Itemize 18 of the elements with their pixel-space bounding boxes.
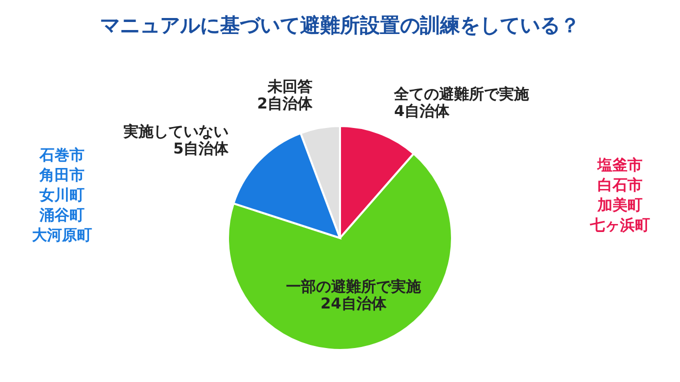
- text: 涌谷町: [38, 206, 84, 224]
- chart-title: マニュアルに基づいて避難所設置の訓練をしている？: [100, 13, 580, 37]
- text: 大河原町: [32, 226, 92, 244]
- text: 角田市: [38, 166, 84, 184]
- data-label: 2自治体: [257, 94, 314, 112]
- slice-label: 一部の避難所で実施: [286, 278, 422, 296]
- text: 塩釜市: [596, 156, 642, 174]
- slice-label: 実施していない: [122, 122, 229, 141]
- slice-label: 未回答: [266, 77, 312, 96]
- text: 石巻市: [38, 146, 84, 164]
- slice-label: 全ての避難所で実施: [393, 84, 530, 103]
- text: 白石市: [598, 176, 642, 194]
- text: 加美町: [596, 196, 642, 214]
- data-label: 5自治体: [173, 140, 230, 158]
- data-label: 4自治体: [394, 102, 451, 120]
- text: 七ヶ浜町: [589, 216, 650, 234]
- data-label: 24自治体: [320, 294, 388, 313]
- text: 女川町: [38, 186, 84, 204]
